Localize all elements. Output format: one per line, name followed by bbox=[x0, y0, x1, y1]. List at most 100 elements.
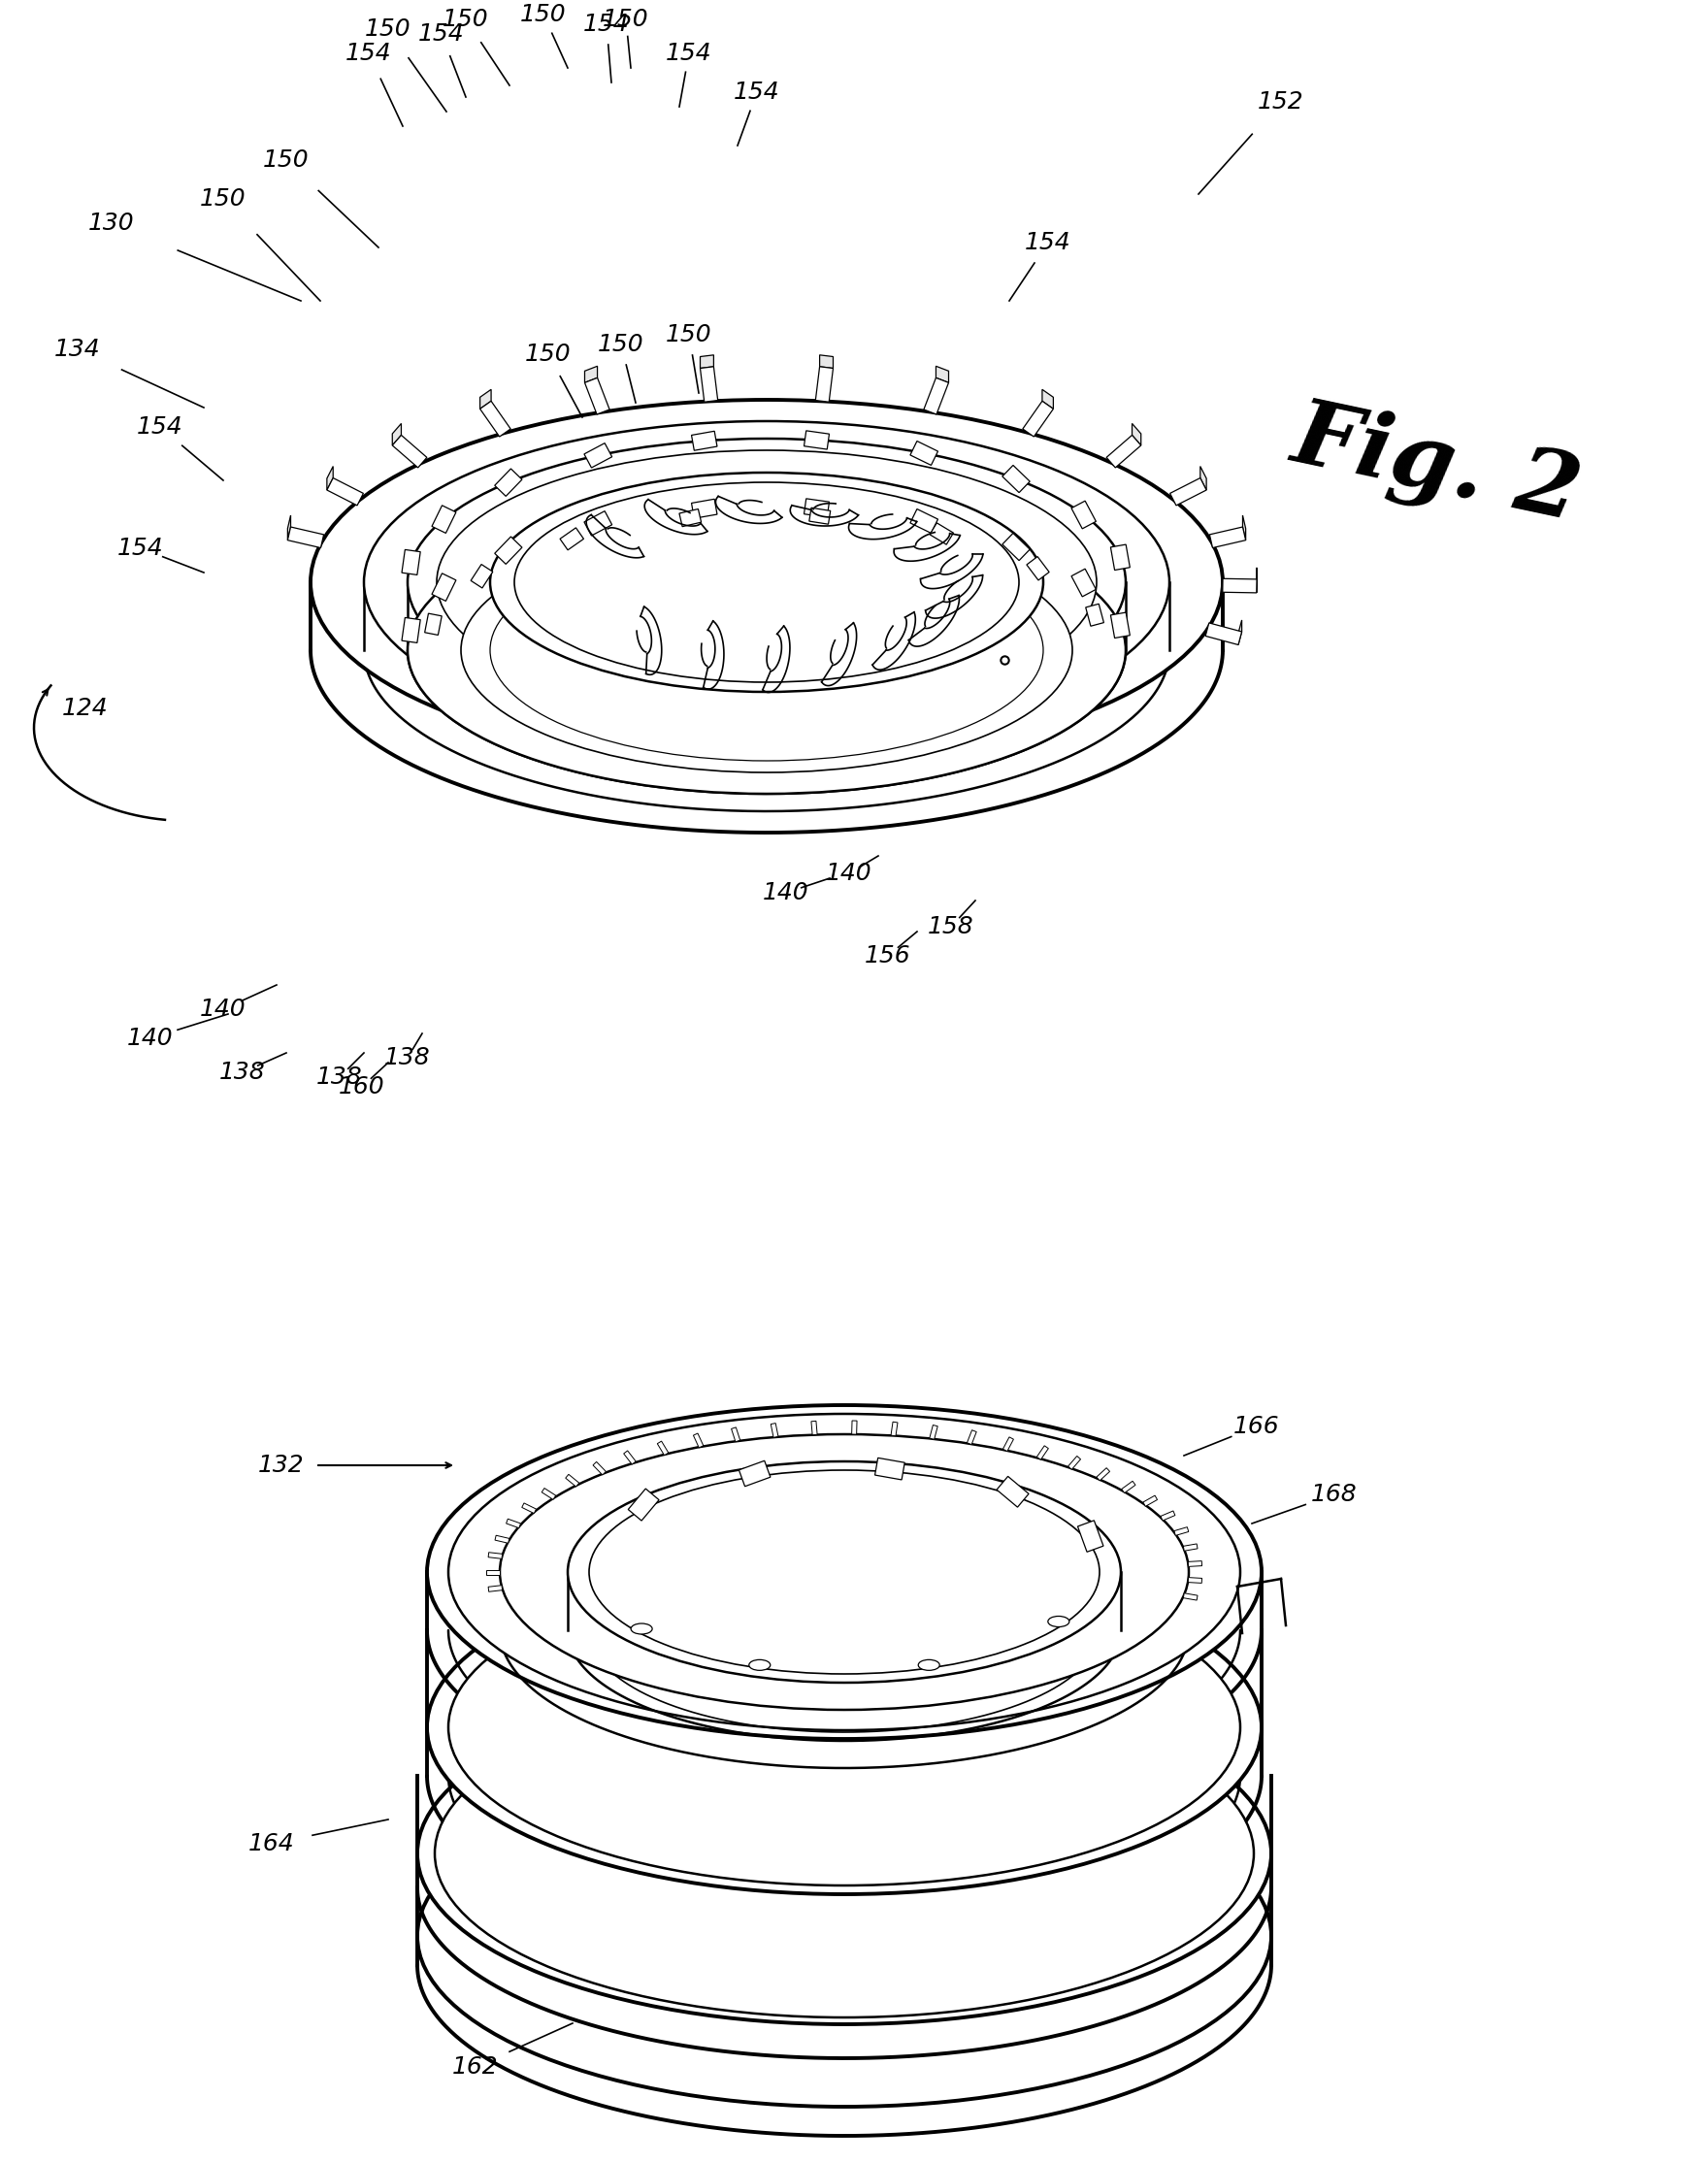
Polygon shape bbox=[1003, 1436, 1013, 1451]
Ellipse shape bbox=[461, 528, 1073, 772]
Ellipse shape bbox=[1049, 1616, 1069, 1627]
Ellipse shape bbox=[417, 1765, 1271, 2107]
Text: 154: 154 bbox=[584, 13, 630, 37]
Polygon shape bbox=[815, 366, 834, 402]
Text: 150: 150 bbox=[524, 342, 572, 366]
Text: 150: 150 bbox=[666, 322, 712, 346]
Polygon shape bbox=[1071, 502, 1097, 528]
Polygon shape bbox=[495, 536, 523, 565]
Polygon shape bbox=[326, 467, 333, 491]
Polygon shape bbox=[1189, 1562, 1202, 1566]
Ellipse shape bbox=[630, 1624, 652, 1633]
Polygon shape bbox=[693, 1434, 704, 1447]
Text: 138: 138 bbox=[384, 1047, 430, 1069]
Polygon shape bbox=[1143, 1495, 1158, 1505]
Polygon shape bbox=[541, 1488, 555, 1499]
Polygon shape bbox=[1161, 1512, 1175, 1521]
Polygon shape bbox=[692, 430, 717, 450]
Text: 150: 150 bbox=[263, 149, 309, 171]
Polygon shape bbox=[487, 1570, 500, 1575]
Polygon shape bbox=[432, 573, 456, 601]
Polygon shape bbox=[1201, 467, 1206, 491]
Text: 160: 160 bbox=[338, 1075, 384, 1099]
Text: 154: 154 bbox=[666, 41, 712, 65]
Text: 138: 138 bbox=[316, 1066, 362, 1088]
Polygon shape bbox=[593, 1462, 606, 1475]
Text: 164: 164 bbox=[249, 1832, 295, 1856]
Text: 154: 154 bbox=[118, 536, 164, 560]
Text: 124: 124 bbox=[61, 696, 109, 720]
Polygon shape bbox=[804, 500, 830, 517]
Text: 154: 154 bbox=[734, 80, 781, 104]
Polygon shape bbox=[804, 430, 830, 450]
Text: 132: 132 bbox=[258, 1454, 304, 1477]
Polygon shape bbox=[929, 523, 953, 545]
Polygon shape bbox=[892, 1421, 898, 1436]
Polygon shape bbox=[658, 1441, 668, 1456]
Polygon shape bbox=[1037, 1445, 1049, 1460]
Polygon shape bbox=[1003, 465, 1030, 493]
Polygon shape bbox=[936, 366, 948, 383]
Ellipse shape bbox=[500, 1434, 1189, 1709]
Polygon shape bbox=[560, 528, 584, 549]
Polygon shape bbox=[1107, 435, 1141, 467]
Polygon shape bbox=[401, 549, 420, 575]
Polygon shape bbox=[425, 614, 442, 636]
Text: 150: 150 bbox=[521, 2, 567, 26]
Text: 150: 150 bbox=[200, 188, 246, 210]
Polygon shape bbox=[471, 565, 494, 588]
Polygon shape bbox=[1209, 528, 1245, 547]
Polygon shape bbox=[480, 400, 511, 437]
Polygon shape bbox=[432, 506, 456, 532]
Text: 150: 150 bbox=[603, 9, 649, 30]
Ellipse shape bbox=[567, 1462, 1120, 1683]
Polygon shape bbox=[820, 355, 834, 368]
Polygon shape bbox=[480, 389, 492, 409]
Text: 140: 140 bbox=[763, 880, 810, 904]
Polygon shape bbox=[1170, 478, 1206, 506]
Polygon shape bbox=[1078, 1521, 1103, 1551]
Polygon shape bbox=[1003, 532, 1030, 560]
Text: 152: 152 bbox=[1257, 91, 1305, 112]
Polygon shape bbox=[740, 1460, 770, 1486]
Ellipse shape bbox=[919, 1659, 939, 1670]
Polygon shape bbox=[1110, 612, 1131, 638]
Polygon shape bbox=[1097, 1469, 1110, 1482]
Polygon shape bbox=[1027, 556, 1049, 580]
Text: 156: 156 bbox=[864, 945, 910, 967]
Ellipse shape bbox=[490, 539, 1044, 761]
Polygon shape bbox=[770, 1423, 779, 1438]
Polygon shape bbox=[584, 379, 610, 415]
Ellipse shape bbox=[447, 1415, 1240, 1730]
Polygon shape bbox=[287, 528, 325, 547]
Polygon shape bbox=[731, 1428, 740, 1443]
Ellipse shape bbox=[436, 1689, 1254, 2018]
Polygon shape bbox=[811, 1421, 816, 1434]
Text: 168: 168 bbox=[1312, 1484, 1358, 1505]
Text: 150: 150 bbox=[366, 17, 412, 41]
Ellipse shape bbox=[514, 482, 1020, 681]
Polygon shape bbox=[584, 443, 611, 467]
Polygon shape bbox=[1189, 1577, 1202, 1583]
Text: 154: 154 bbox=[345, 41, 391, 65]
Polygon shape bbox=[924, 379, 948, 415]
Polygon shape bbox=[495, 1536, 509, 1542]
Text: 140: 140 bbox=[128, 1027, 174, 1049]
Ellipse shape bbox=[408, 439, 1126, 727]
Text: Fig. 2: Fig. 2 bbox=[1284, 392, 1588, 541]
Polygon shape bbox=[810, 508, 830, 523]
Polygon shape bbox=[393, 424, 401, 446]
Polygon shape bbox=[488, 1585, 502, 1592]
Text: 130: 130 bbox=[89, 212, 135, 236]
Polygon shape bbox=[1071, 569, 1097, 597]
Text: 154: 154 bbox=[418, 22, 465, 45]
Polygon shape bbox=[523, 1503, 536, 1514]
Ellipse shape bbox=[427, 1406, 1262, 1739]
Polygon shape bbox=[326, 478, 364, 506]
Text: 150: 150 bbox=[598, 333, 644, 357]
Ellipse shape bbox=[589, 1471, 1100, 1674]
Polygon shape bbox=[1184, 1544, 1197, 1551]
Ellipse shape bbox=[490, 472, 1044, 692]
Polygon shape bbox=[910, 508, 938, 532]
Text: 150: 150 bbox=[442, 9, 488, 30]
